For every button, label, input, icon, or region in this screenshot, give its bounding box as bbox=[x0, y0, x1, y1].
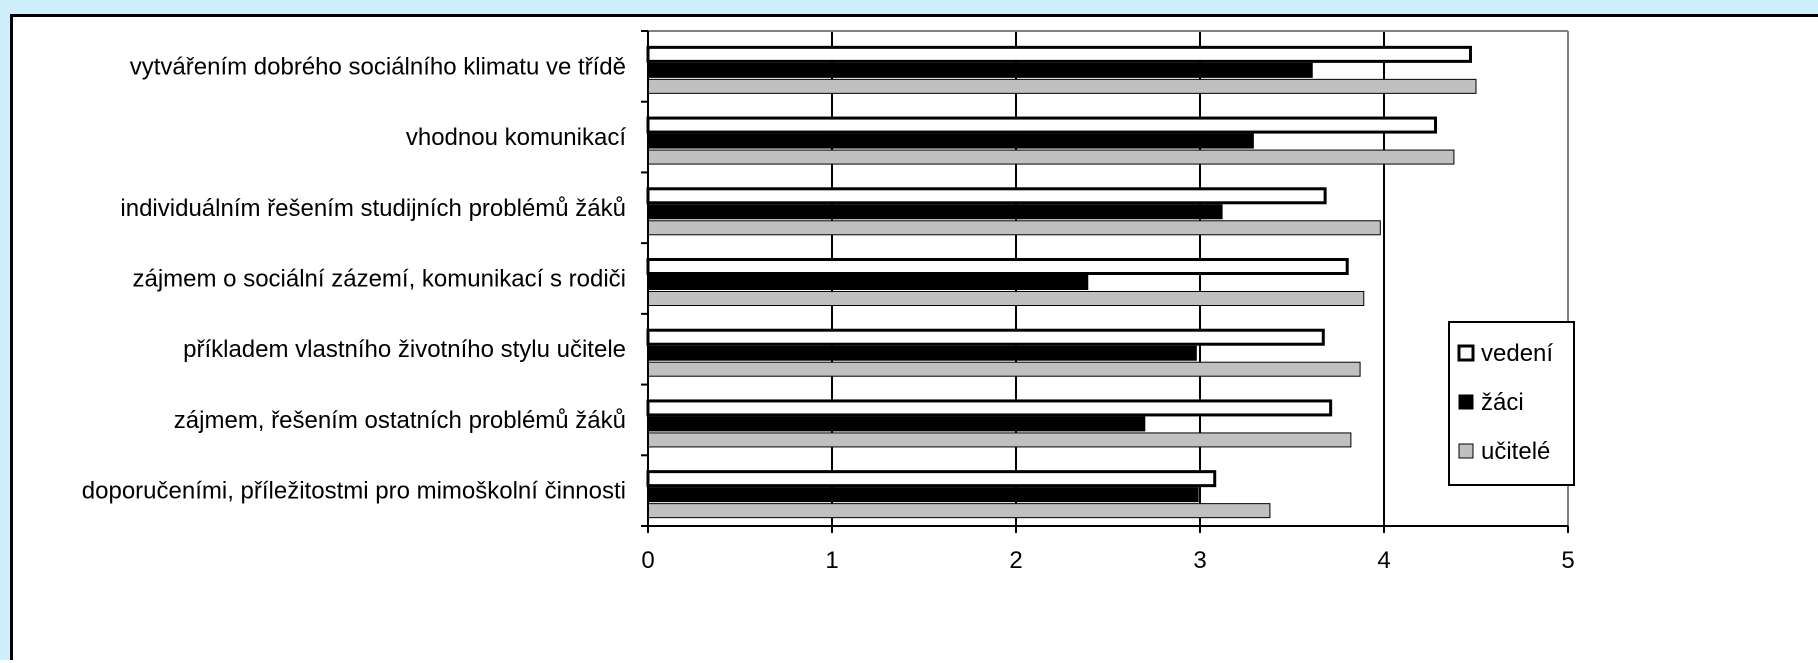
category-label: vytvářením dobrého sociálního klimatu ve… bbox=[130, 53, 626, 80]
bar-zaci bbox=[647, 62, 1313, 78]
bar-zaci bbox=[647, 416, 1146, 432]
bar-vedeni bbox=[646, 328, 1325, 346]
x-tick-label: 1 bbox=[825, 547, 838, 574]
legend-swatch bbox=[1458, 443, 1474, 459]
bar-ucitele bbox=[647, 220, 1381, 236]
legend-label: vedení bbox=[1481, 340, 1553, 367]
bar-ucitele bbox=[647, 149, 1455, 165]
legend-label: učitelé bbox=[1481, 438, 1550, 465]
bar-ucitele bbox=[647, 291, 1365, 306]
bar-vedeni bbox=[646, 116, 1438, 134]
x-tick-label: 0 bbox=[641, 547, 654, 574]
bar-ucitele bbox=[647, 361, 1361, 377]
x-tick-label: 5 bbox=[1561, 547, 1574, 574]
category-label: zájmem o sociální zázemí, komunikací s r… bbox=[133, 266, 627, 293]
legend-swatch bbox=[1458, 394, 1474, 410]
bar-vedeni bbox=[646, 399, 1333, 417]
bar-ucitele bbox=[647, 503, 1271, 519]
x-tick-label: 2 bbox=[1009, 547, 1022, 574]
bar-ucitele bbox=[647, 432, 1352, 448]
bar-zaci bbox=[647, 204, 1223, 220]
bar-chart: vytvářením dobrého sociálního klimatu ve… bbox=[82, 30, 1575, 574]
bar-vedeni bbox=[646, 470, 1217, 488]
category-label: příkladem vlastního životního stylu učit… bbox=[183, 336, 626, 363]
x-tick-label: 4 bbox=[1377, 547, 1390, 574]
bar-vedeni bbox=[646, 258, 1349, 275]
category-label: doporučeními, příležitostmi pro mimoškol… bbox=[82, 478, 626, 505]
bar-zaci bbox=[647, 133, 1254, 149]
bar-vedeni bbox=[646, 45, 1472, 63]
category-label: zájmem, řešením ostatních problémů žáků bbox=[174, 407, 626, 434]
bar-zaci bbox=[647, 487, 1199, 503]
bar-zaci bbox=[647, 275, 1089, 290]
legend-label: žáci bbox=[1481, 389, 1524, 416]
bar-zaci bbox=[647, 345, 1197, 361]
legend-swatch bbox=[1457, 344, 1475, 362]
x-tick-label: 3 bbox=[1193, 547, 1206, 574]
bar-ucitele bbox=[647, 78, 1477, 94]
chart-area: vytvářením dobrého sociálního klimatu ve… bbox=[10, 14, 1818, 660]
category-label: vhodnou komunikací bbox=[406, 124, 626, 151]
bar-vedeni bbox=[646, 187, 1327, 205]
category-label: individuálním řešením studijních problém… bbox=[120, 195, 626, 222]
